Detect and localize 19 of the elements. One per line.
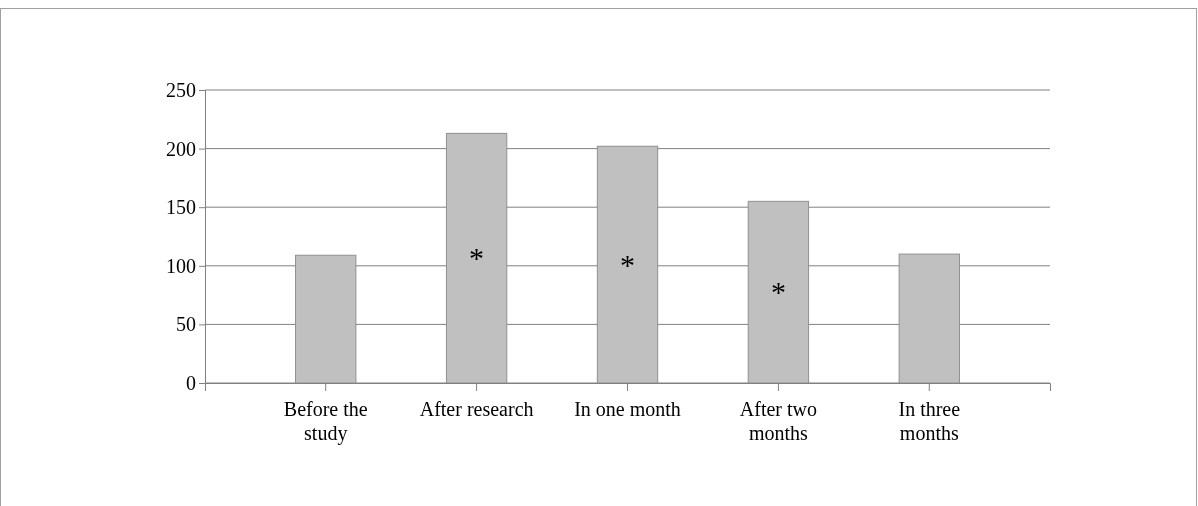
x-tick-label: After research (419, 398, 534, 420)
y-tick-label: 150 (166, 196, 196, 219)
x-tick-label: In one month (574, 398, 681, 420)
y-tick-label: 100 (166, 254, 196, 277)
bar (295, 254, 357, 384)
bar (445, 132, 508, 384)
x-tick-label: After two months (739, 398, 817, 444)
bar (747, 200, 810, 384)
bar (596, 145, 659, 384)
bar (898, 253, 960, 384)
y-tick-label: 50 (176, 313, 196, 336)
x-tick-label: In three months (898, 398, 961, 444)
x-tick-label: Before the study (283, 398, 368, 445)
y-tick-label: 250 (166, 78, 196, 101)
y-tick-label: 200 (166, 137, 196, 160)
annotation: * (469, 241, 485, 275)
annotation: * (620, 247, 635, 281)
y-tick-label: 0 (186, 371, 196, 394)
annotation: * (770, 275, 786, 309)
